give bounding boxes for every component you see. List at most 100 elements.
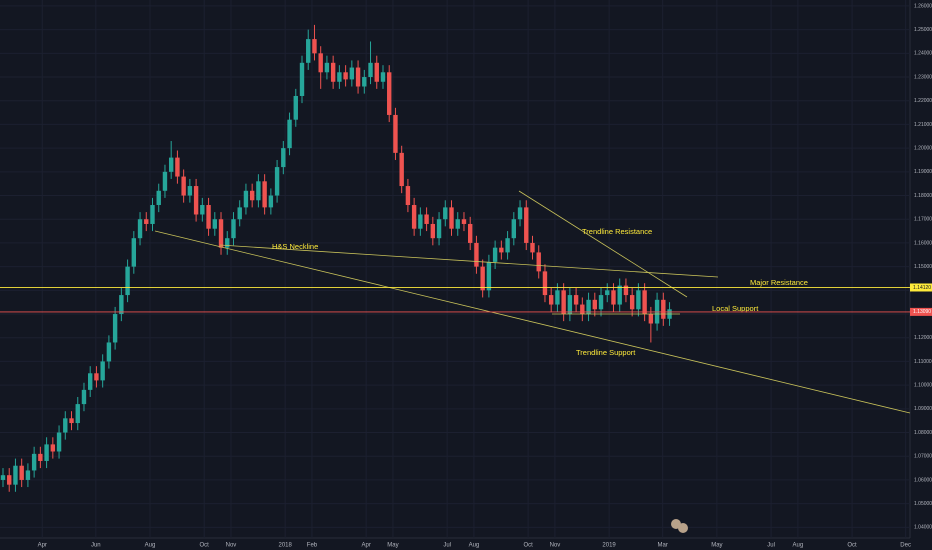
annotation: Trendline Resistance [582,227,652,236]
candle-body [480,266,485,291]
x-tick-label: Dec [900,543,911,549]
candle-body [343,72,348,80]
candle-body [212,219,217,229]
candle-body [218,219,224,248]
candle-body [636,290,641,310]
x-tick-label: Aug [469,543,480,549]
candle-body [443,207,448,220]
candle-body [156,190,161,206]
candle-body [293,95,298,120]
x-tick-label: Apr [38,543,47,549]
x-tick-label: Oct [847,543,857,549]
candle-body [31,453,37,471]
candle-body [393,114,398,153]
candle-body [94,373,99,381]
candle-body [337,72,342,82]
candle-body [387,72,392,115]
candle-body [623,285,629,296]
candle-body [324,62,330,73]
candle-body [299,62,305,96]
x-tick-label: 2019 [602,543,616,549]
candle-body [598,295,604,310]
y-tick-label: 1.11000 [914,359,932,365]
price-level-label: 1.13090 [913,309,931,315]
candle-body [193,186,199,215]
candle-body [430,223,436,239]
trendline-resistance [518,190,688,298]
candle-body [349,67,355,80]
candle-body [355,67,361,87]
candle-body [542,271,548,296]
y-tick-label: 1.21000 [914,122,932,128]
candle-body [268,195,274,208]
candle-body [256,181,261,201]
candle-body [455,219,460,229]
y-tick-label: 1.05000 [914,501,932,507]
candle-body [524,207,529,243]
candle-body [436,219,442,239]
y-tick-label: 1.25000 [914,27,932,33]
candle-body [499,247,504,253]
candle-body [7,475,12,485]
candle-body [274,167,280,196]
candle-body [474,242,479,267]
candle-body [573,295,579,305]
candle-body [287,119,292,149]
candle-body [44,444,49,461]
x-tick-label: May [711,543,722,549]
y-tick-label: 1.09000 [914,406,932,412]
candle-body [374,62,379,82]
y-tick-label: 1.22000 [914,98,932,104]
candle-body [150,205,155,224]
axes: 1.26000 1.25000 1.24000 1.23000 1.22000 1.210… [0,3,932,549]
candle-body [38,453,43,461]
candle-body [318,53,323,73]
x-tick-label: Jul [767,543,775,549]
y-tick-label: 1.06000 [914,477,932,483]
candle-body [162,171,168,191]
candle-body [88,373,93,390]
candle-body [181,176,186,196]
y-tick-label: 1.17000 [914,217,932,223]
candle-body [144,219,149,224]
price-level-tag [910,283,932,292]
trendline-support [154,230,911,414]
candle-body [611,290,616,305]
annotation: Trendline Support [576,348,636,357]
annotation: Major Resistance [750,278,808,287]
candle-body [617,285,622,305]
candle-body [642,290,647,315]
y-tick-label: 1.12000 [914,335,932,341]
y-tick-label: 1.15000 [914,264,932,270]
drawings: Trendline Resistance H&S Neckline Major … [154,190,911,533]
candle-body [592,299,597,310]
candle-body [306,39,311,63]
y-tick-label: 1.19000 [914,169,932,175]
candles [0,24,672,492]
candle-body [561,290,566,315]
candle-body [399,152,404,187]
candle-body [567,295,573,315]
candle-body [56,432,62,452]
x-tick-label: Jul [443,543,451,549]
y-tick-label: 1.20000 [914,145,932,151]
x-tick-label: Oct [523,543,533,549]
candle-body [249,190,255,201]
candle-body [580,304,585,315]
annotation: H&S Neckline [272,242,318,251]
candle-body [112,314,118,343]
candle-body [312,39,317,54]
candle-body [362,77,367,87]
candle-body [81,389,87,405]
candle-body [536,252,541,272]
candle-body [0,475,6,480]
candle-body [629,295,635,310]
y-tick-label: 1.16000 [914,240,932,246]
x-tick-label: Oct [200,543,210,549]
candle-body [530,242,535,253]
y-tick-label: 1.10000 [914,382,932,388]
candle-body [648,314,654,324]
y-tick-label: 1.23000 [914,74,932,80]
